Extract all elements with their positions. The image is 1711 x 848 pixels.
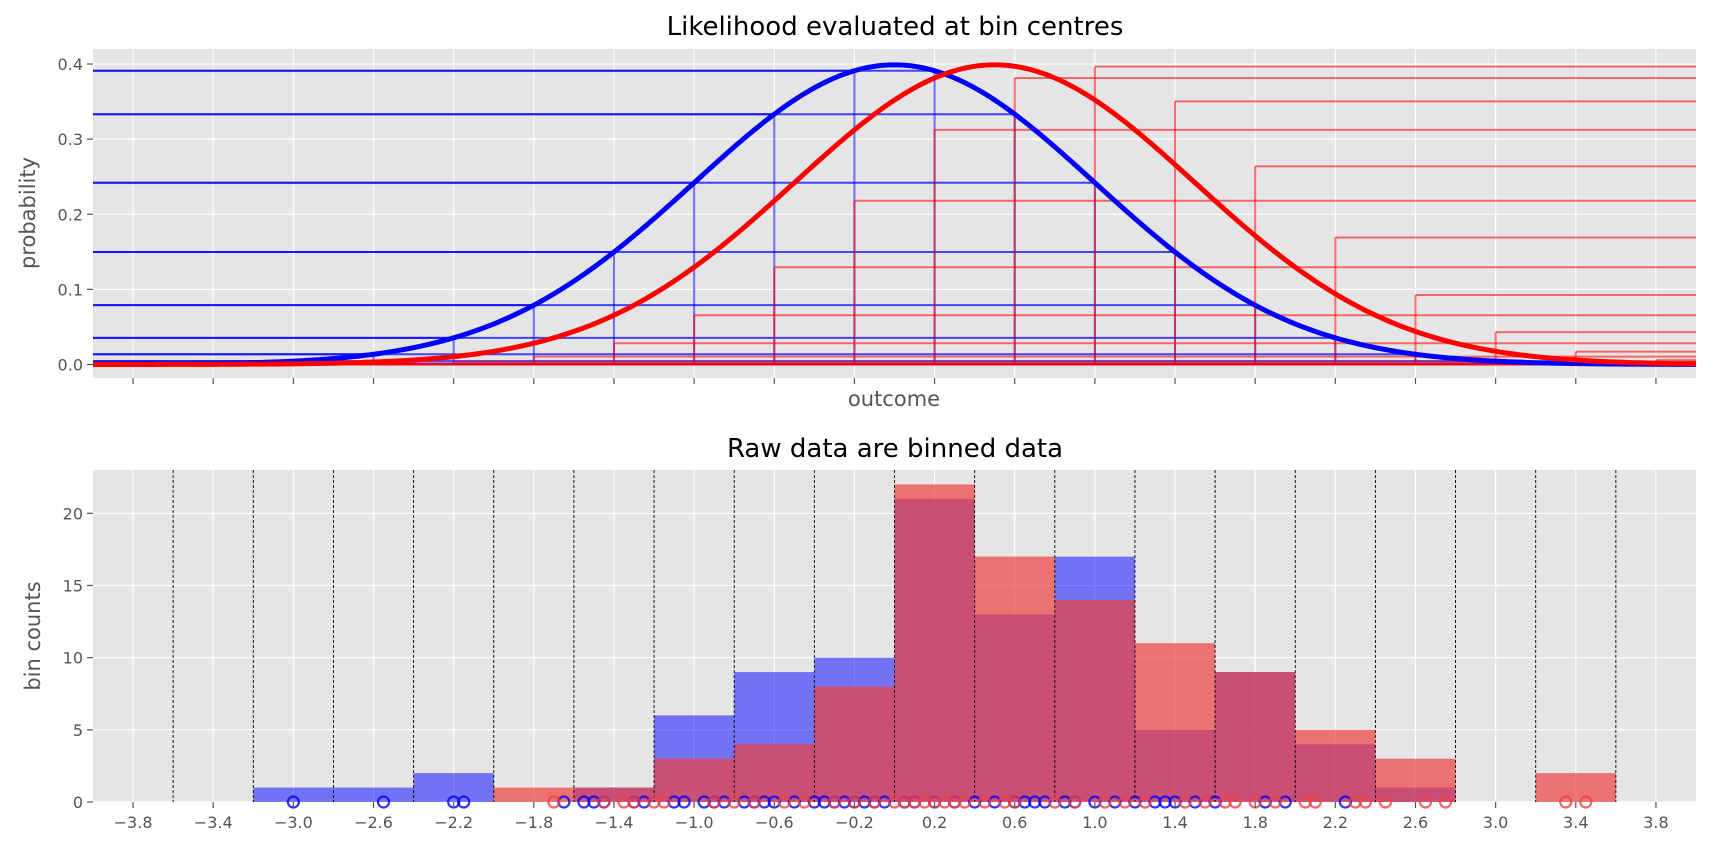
binned-y-tick-label: 20 (63, 504, 83, 523)
raw-data-point (1098, 795, 1112, 809)
binned-x-tick-label: −3.4 (194, 813, 233, 832)
raw-data-point (1308, 795, 1322, 809)
binned-x-tick-label: 3.0 (1483, 813, 1508, 832)
binned-axes: 0 5 10 15 20 −3.8 −3.4 −3.0 −2.6 −2.2 −1.8 −1.4 −1.0… (63, 504, 1669, 832)
likelihood-y-tick-label: 0.0 (58, 355, 83, 374)
likelihood-x-axis-label: outcome (848, 387, 940, 411)
raw-data-point (958, 795, 972, 809)
binned-x-tick-label: −3.0 (274, 813, 313, 832)
binned-x-tick-label: −2.6 (354, 813, 393, 832)
raw-data-points (286, 795, 1593, 809)
raw-data-point (1268, 795, 1282, 809)
binned-chart-title: Raw data are binned data (727, 434, 1063, 464)
raw-data-point (677, 795, 691, 809)
raw-data-point (657, 795, 671, 809)
raw-data-point (777, 795, 791, 809)
binned-y-tick-label: 10 (63, 649, 83, 668)
raw-data-point (1378, 795, 1393, 809)
binned-x-tick-label: 0.2 (922, 813, 947, 832)
raw-data-point (1138, 795, 1152, 809)
binned-x-tick-label: −0.6 (755, 813, 794, 832)
binned-bars (253, 484, 1616, 802)
likelihood-y-tick-label: 0.2 (58, 205, 83, 224)
raw-data-point (627, 795, 641, 809)
raw-data-point (1118, 795, 1132, 809)
likelihood-axes: 0.0 0.1 0.2 0.3 0.4 (58, 55, 1657, 384)
raw-data-point (707, 795, 721, 809)
binned-bar (573, 787, 655, 802)
likelihood-chart: Likelihood evaluated at bin centres 0.00… (16, 12, 1697, 411)
bin-edge-lines (172, 470, 1617, 802)
binned-bar (1295, 729, 1376, 802)
raw-data-point (1068, 795, 1082, 809)
likelihood-marks (93, 65, 1696, 366)
likelihood-y-axis-label: probability (16, 157, 40, 269)
binned-x-tick-label: 2.6 (1403, 813, 1428, 832)
binned-bar (413, 773, 494, 802)
likelihood-curves (92, 62, 1697, 367)
binned-bar (814, 686, 895, 802)
binned-bar (1535, 773, 1616, 802)
raw-data-point (1438, 795, 1453, 809)
binned-bar (734, 744, 815, 802)
binned-y-tick-label: 5 (73, 721, 83, 740)
raw-data-point (457, 795, 471, 809)
binned-x-tick-label: 1.4 (1162, 813, 1187, 832)
raw-data-point (747, 795, 761, 809)
binned-x-tick-label: −1.0 (675, 813, 714, 832)
raw-data-point (978, 795, 992, 809)
raw-data-point (727, 795, 741, 809)
likelihood-curve-line (92, 62, 1697, 367)
binned-bar (1054, 599, 1135, 802)
binned-y-axis-label: bin counts (21, 581, 45, 690)
raw-data-point (827, 795, 841, 809)
likelihood-y-tick-label: 0.1 (58, 280, 83, 299)
binned-data-chart: Raw data are binned data 0 5 10 15 20 −3.8 −3.… (21, 434, 1696, 832)
binned-x-tick-label: −1.8 (514, 813, 553, 832)
binned-x-tick-label: 1.0 (1082, 813, 1107, 832)
raw-data-point (1178, 795, 1192, 809)
raw-data-point (1358, 795, 1372, 809)
binned-x-tick-label: 2.2 (1323, 813, 1348, 832)
raw-data-point (1228, 795, 1242, 809)
binned-x-tick-label: 3.8 (1643, 813, 1668, 832)
binned-x-tick-label: 1.8 (1242, 813, 1267, 832)
binned-x-tick-label: 3.4 (1563, 813, 1588, 832)
binned-bar (1215, 672, 1296, 802)
binned-bar (974, 556, 1055, 802)
raw-data-point (547, 795, 561, 809)
raw-data-point (1048, 795, 1062, 809)
raw-data-point (597, 795, 611, 809)
raw-data-point (1198, 795, 1212, 809)
binned-bar (1375, 758, 1456, 802)
binned-x-tick-label: −2.2 (434, 813, 473, 832)
raw-data-point (867, 795, 882, 809)
binned-bar (253, 787, 334, 802)
likelihood-plot-area (93, 49, 1696, 378)
binned-x-tick-label: −3.8 (114, 813, 153, 832)
binned-y-tick-label: 15 (63, 576, 83, 595)
raw-data-point (1418, 795, 1433, 809)
binned-y-tick-label: 0 (73, 793, 83, 812)
binned-bar (894, 484, 975, 802)
likelihood-curve-line (93, 62, 1697, 367)
raw-data-point (1579, 795, 1593, 809)
binned-x-tick-label: −0.2 (835, 813, 874, 832)
binned-bar (654, 758, 735, 802)
likelihood-chart-title: Likelihood evaluated at bin centres (667, 12, 1124, 42)
raw-data-point (797, 795, 811, 809)
likelihood-y-tick-label: 0.3 (58, 130, 83, 149)
likelihood-y-tick-label: 0.4 (58, 55, 83, 74)
binned-bar (1134, 643, 1216, 802)
binned-bar (493, 787, 574, 802)
binned-x-tick-label: 0.6 (1002, 813, 1027, 832)
binned-x-tick-label: −1.4 (595, 813, 634, 832)
binned-bar (333, 787, 414, 802)
raw-data-point (1559, 795, 1573, 809)
raw-data-point (376, 795, 391, 809)
